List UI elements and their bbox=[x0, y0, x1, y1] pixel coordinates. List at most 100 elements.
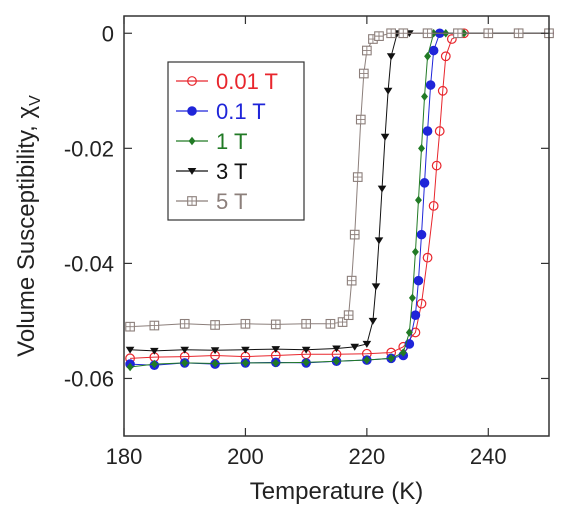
data-point bbox=[404, 339, 415, 349]
data-point bbox=[362, 45, 372, 56]
data-point bbox=[332, 345, 341, 353]
legend-item: 1 T bbox=[176, 129, 247, 154]
data-point bbox=[368, 317, 378, 325]
data-point bbox=[240, 318, 251, 329]
data-point bbox=[453, 28, 463, 39]
legend-marker bbox=[188, 136, 196, 146]
data-point bbox=[211, 359, 219, 368]
y-axis-title-text: Volume Susceptibility, bbox=[13, 118, 40, 356]
data-point bbox=[424, 51, 432, 61]
data-point bbox=[408, 293, 416, 303]
data-point bbox=[333, 356, 340, 366]
data-point bbox=[421, 92, 428, 101]
data-point bbox=[411, 247, 419, 257]
data-point bbox=[270, 319, 281, 330]
data-point bbox=[325, 318, 336, 329]
marker-cross bbox=[125, 322, 135, 331]
data-point bbox=[386, 28, 396, 39]
data-point bbox=[416, 298, 427, 309]
x-tick-label: 220 bbox=[348, 444, 385, 469]
data-point bbox=[422, 28, 433, 39]
data-point bbox=[418, 144, 425, 153]
marker-cross bbox=[301, 319, 311, 329]
data-point bbox=[210, 347, 220, 355]
marker-cross bbox=[271, 320, 281, 329]
y-tick-label: -0.04 bbox=[64, 251, 114, 276]
data-point bbox=[416, 229, 427, 240]
data-point bbox=[431, 160, 442, 171]
y-axis-title-symbol: χ bbox=[13, 105, 40, 118]
marker-cross bbox=[356, 115, 366, 124]
data-point bbox=[413, 275, 424, 286]
data-point bbox=[125, 346, 135, 354]
data-point bbox=[383, 87, 393, 95]
data-point bbox=[352, 172, 363, 182]
x-axis-title: Temperature (K) bbox=[250, 478, 423, 505]
data-point bbox=[440, 51, 451, 62]
data-point bbox=[398, 28, 409, 39]
marker-cross bbox=[187, 196, 197, 206]
legend-label: 3 T bbox=[216, 159, 247, 184]
marker-cross bbox=[350, 230, 360, 239]
data-point bbox=[437, 85, 448, 96]
data-point bbox=[349, 229, 360, 240]
data-point bbox=[399, 348, 407, 357]
data-point bbox=[422, 252, 433, 263]
data-point bbox=[350, 343, 360, 351]
marker-cross bbox=[374, 31, 384, 41]
marker-cross bbox=[344, 310, 353, 320]
data-point bbox=[150, 359, 158, 369]
marker-cross bbox=[362, 46, 372, 55]
legend-item: 3 T bbox=[176, 159, 247, 184]
data-point bbox=[374, 31, 384, 41]
data-point bbox=[434, 126, 445, 136]
y-axis-title: Volume Susceptibility, χV bbox=[13, 95, 44, 357]
legend: 0.01 T 0.1 T 1 T 3 T 5 T bbox=[167, 61, 305, 221]
marker-cross bbox=[338, 317, 347, 327]
data-point bbox=[410, 310, 421, 320]
data-point bbox=[343, 310, 354, 321]
legend-marker bbox=[187, 196, 197, 206]
x-tick-label: 180 bbox=[106, 444, 143, 469]
legend-label: 1 T bbox=[216, 129, 247, 154]
data-point bbox=[428, 45, 439, 56]
data-point bbox=[125, 321, 135, 332]
data-point bbox=[210, 320, 220, 330]
data-point bbox=[380, 133, 390, 141]
marker-cross bbox=[483, 28, 493, 38]
data-point bbox=[446, 34, 457, 44]
y-tick-label: -0.02 bbox=[64, 136, 114, 161]
data-point bbox=[377, 185, 387, 193]
data-point bbox=[358, 68, 369, 79]
legend-label: 0.1 T bbox=[216, 99, 266, 124]
data-point bbox=[483, 28, 494, 39]
ticks-layer: 180 200 220 240 0 -0.02 -0.04 -0.06 bbox=[64, 16, 549, 469]
data-point bbox=[179, 318, 190, 329]
plot-frame bbox=[123, 15, 550, 437]
data-point bbox=[180, 346, 190, 354]
data-point bbox=[337, 317, 348, 327]
legend-label: 0.01 T bbox=[216, 69, 278, 94]
data-point bbox=[346, 275, 357, 286]
marker-cross bbox=[359, 69, 369, 78]
data-point bbox=[374, 237, 384, 245]
x-tick-label: 240 bbox=[470, 444, 507, 469]
marker-cross bbox=[210, 320, 220, 330]
legend-marker bbox=[187, 76, 197, 86]
data-point bbox=[513, 28, 524, 39]
legend-label: 5 T bbox=[216, 189, 247, 214]
legend-item: 5 T bbox=[176, 189, 247, 214]
x-tick-label: 200 bbox=[227, 444, 264, 469]
data-point bbox=[419, 178, 430, 188]
data-point bbox=[371, 283, 381, 291]
data-point bbox=[271, 346, 281, 353]
data-point bbox=[386, 53, 396, 61]
marker-cross bbox=[241, 319, 250, 329]
data-point bbox=[415, 195, 422, 205]
data-point bbox=[301, 346, 311, 354]
marker-cross bbox=[180, 319, 190, 329]
marker-cross bbox=[326, 319, 335, 329]
legend-marker bbox=[187, 167, 197, 175]
